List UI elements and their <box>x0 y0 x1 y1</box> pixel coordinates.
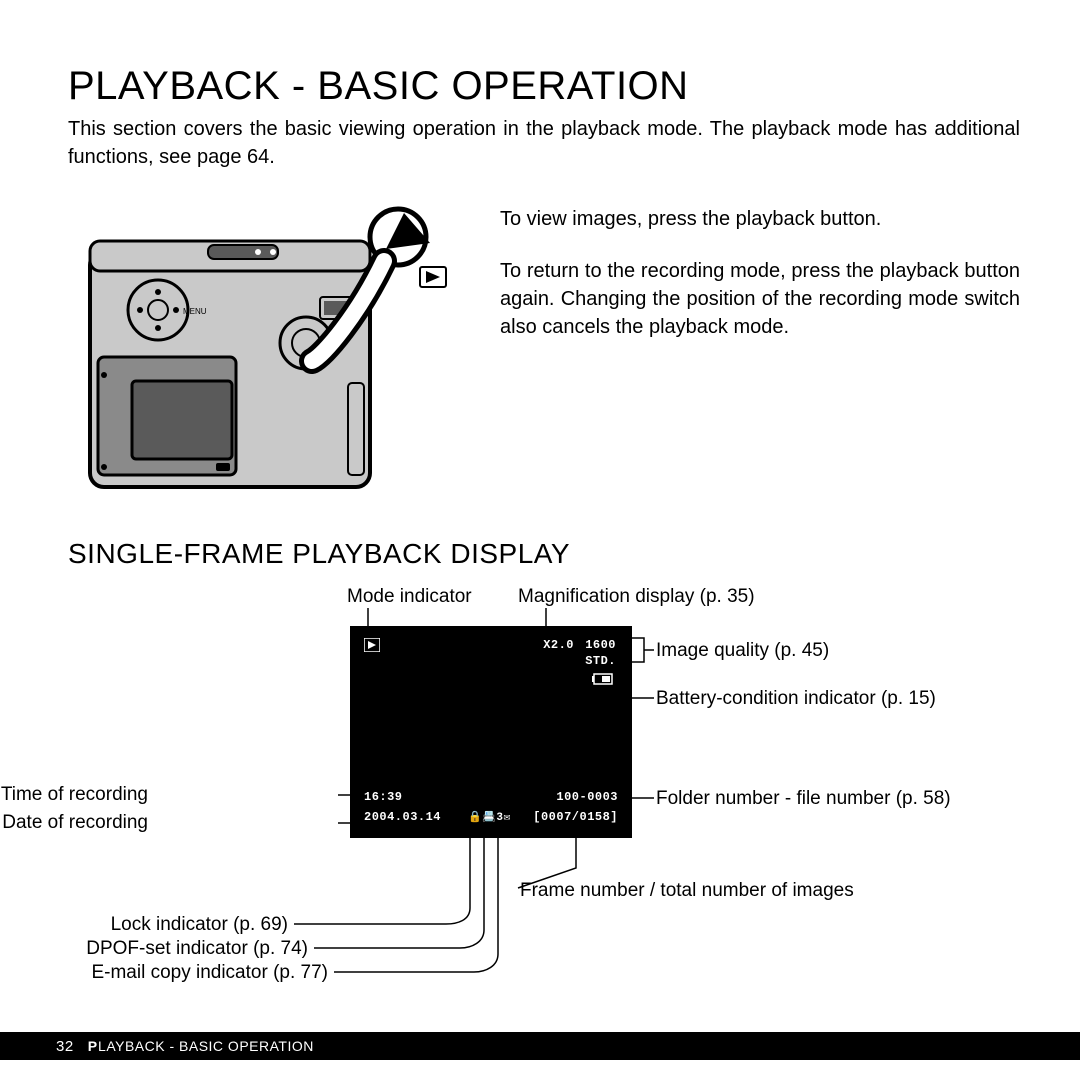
page-footer: 32 PLAYBACK - BASIC OPERATION <box>0 1032 1080 1060</box>
osd-frame-count: [0007/0158] <box>533 810 618 824</box>
osd-indicator-icons: 🔒📇3✉ <box>468 810 511 824</box>
label-time: Time of recording <box>0 784 148 806</box>
battery-icon <box>592 672 616 690</box>
label-email: E-mail copy indicator (p. 77) <box>38 962 328 984</box>
intro-text: This section covers the basic viewing op… <box>68 115 1020 171</box>
label-battery: Battery-condition indicator (p. 15) <box>656 688 936 710</box>
footer-section: PLAYBACK - BASIC OPERATION <box>88 1038 314 1054</box>
label-image-quality: Image quality (p. 45) <box>656 640 829 662</box>
label-date: Date of recording <box>0 812 148 834</box>
osd-quality: STD. <box>585 654 616 668</box>
playback-display-diagram: Mode indicator Magnification display (p.… <box>68 580 1028 1000</box>
label-mode: Mode indicator <box>347 586 472 608</box>
play-icon <box>364 638 380 652</box>
osd-image-size: 1600 <box>585 638 616 652</box>
page-number: 32 <box>56 1038 74 1055</box>
paragraph-1: To view images, press the playback butto… <box>500 205 1020 233</box>
label-lock: Lock indicator (p. 69) <box>58 914 288 936</box>
paragraph-2: To return to the recording mode, press t… <box>500 257 1020 341</box>
label-magnification: Magnification display (p. 35) <box>518 586 755 608</box>
svg-text:MENU: MENU <box>183 307 207 316</box>
osd-time: 16:39 <box>364 790 403 804</box>
osd-date: 2004.03.14 <box>364 810 441 824</box>
label-dpof: DPOF-set indicator (p. 74) <box>48 938 308 960</box>
label-folder-file: Folder number - file number (p. 58) <box>656 788 951 810</box>
lcd-screen: X2.0 1600 STD. 16:39 100-0003 2004.03.14… <box>350 626 632 838</box>
camera-illustration: MENU <box>68 205 468 510</box>
label-frame-number: Frame number / total number of images <box>520 880 854 902</box>
osd-folder-file: 100-0003 <box>556 790 618 804</box>
page-title: PLAYBACK - BASIC OPERATION <box>68 64 1020 109</box>
section-subhead: SINGLE-FRAME PLAYBACK DISPLAY <box>68 538 1020 570</box>
osd-magnification: X2.0 <box>543 638 574 652</box>
